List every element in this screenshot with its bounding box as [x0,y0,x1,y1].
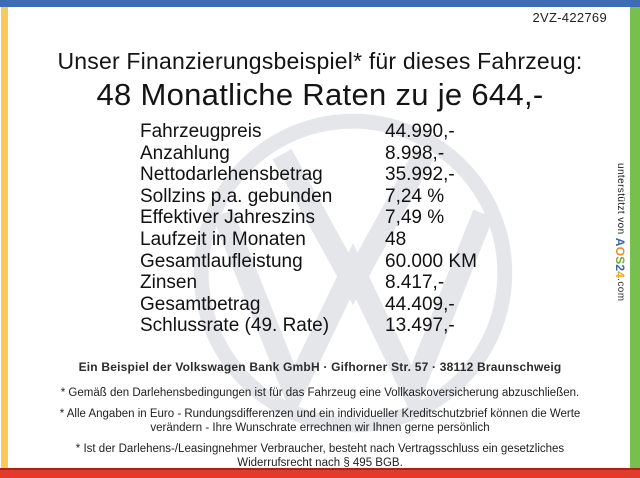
table-row: Anzahlung 8.998,- [140,143,560,165]
row-value: 7,24 % [385,185,445,207]
table-row: Gesamtlaufleistung 60.000 KM [140,251,560,273]
row-label: Effektiver Jahreszins [140,207,315,229]
table-row: Zinsen 8.417,- [140,272,560,294]
row-value: 48 [385,228,407,250]
supported-by-suffix: .com [615,278,626,302]
row-value: 13.497,- [385,315,455,337]
supported-by-credit: unterstützt von AOS24.com [613,163,627,301]
row-label: Sollzins p.a. gebunden [140,185,333,207]
bank-address-line: Ein Beispiel der Volkswagen Bank GmbH · … [78,360,562,374]
supported-by-prefix: unterstützt von [615,163,626,238]
row-value: 44.409,- [385,293,455,315]
frame-bar-bottom [0,468,640,478]
row-label: Zinsen [140,272,198,294]
table-row: Schlussrate (49. Rate) 13.497,- [140,315,560,337]
row-label: Fahrzeugpreis [140,121,262,142]
title-rate-line: 48 Monatliche Raten zu je 644,- [96,77,544,112]
table-row: Gesamtbetrag 44.409,- [140,294,560,316]
row-value: 8.998,- [385,142,445,164]
disclaimer-widerruf: * Ist der Darlehens-/Leasingnehmer Verbr… [75,443,565,469]
financing-table: Fahrzeugpreis 44.990,- Anzahlung 8.998,-… [140,121,560,337]
table-row: Effektiver Jahreszins 7,49 % [140,207,560,229]
table-row: Laufzeit in Monaten 48 [140,229,560,251]
row-value: 35.992,- [385,164,455,186]
brand-letter: A [613,237,627,247]
table-row: Nettodarlehensbetrag 35.992,- [140,164,560,186]
row-value: 44.990,- [385,121,455,142]
table-row: Sollzins p.a. gebunden 7,24 % [140,186,560,208]
frame-bar-top [0,0,640,7]
title-block: Unser Finanzierungsbeispiel* für dieses … [0,46,640,113]
frame-bar-right [630,0,640,468]
vw-logo-watermark-icon [193,113,513,433]
row-label: Schlussrate (49. Rate) [140,315,330,337]
brand-letter: O [613,246,627,257]
row-value: 60.000 KM [385,250,477,272]
aos24-brand: AOS24 [613,238,627,278]
row-label: Nettodarlehensbetrag [140,164,323,186]
brand-letter: 2 [613,264,627,272]
disclaimer-block: * Gemäß den Darlehensbedingungen ist für… [0,386,640,477]
row-value: 7,49 % [385,207,445,229]
disclaimer-insurance: * Gemäß den Darlehensbedingungen ist für… [60,387,580,399]
row-label: Gesamtlaufleistung [140,250,303,272]
disclaimer-values: * Alle Angaben in Euro - Rundungsdiffere… [59,408,581,434]
brand-letter: S [613,256,627,265]
table-row: Fahrzeugpreis 44.990,- [140,121,560,143]
row-label: Anzahlung [140,142,230,164]
title-subline: Unser Finanzierungsbeispiel* für dieses … [57,48,583,74]
reference-code: 2VZ-422769 [532,10,607,25]
row-label: Laufzeit in Monaten [140,228,306,250]
row-label: Gesamtbetrag [140,293,261,315]
frame-bar-left [1,3,8,468]
brand-letter: 4 [613,271,627,279]
row-value: 8.417,- [385,272,445,294]
